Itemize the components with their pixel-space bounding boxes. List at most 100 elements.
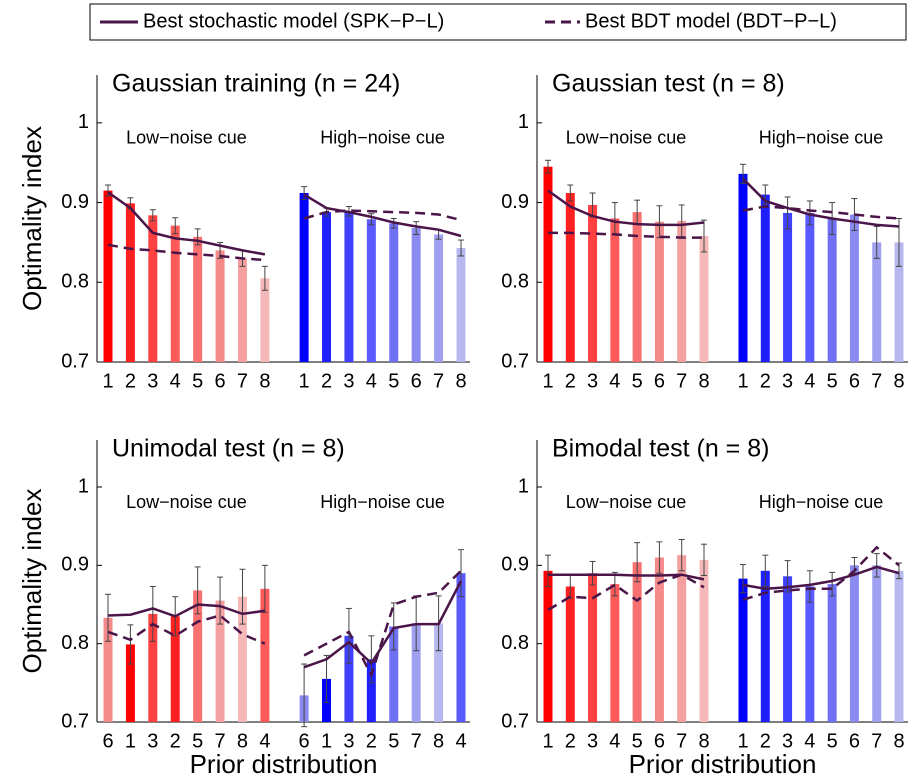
x-tick-label: 4	[804, 730, 815, 752]
bar	[699, 236, 709, 362]
x-tick-label: 6	[411, 370, 422, 392]
legend-box	[89, 3, 907, 41]
x-tick-label: 7	[676, 370, 687, 392]
legend-label: Best stochastic model (SPK−P−L)	[143, 10, 444, 32]
x-tick-label: 6	[849, 730, 860, 752]
group-label: Low−noise cue	[566, 128, 687, 148]
model-line	[742, 205, 900, 220]
y-tick-label: 1	[78, 475, 89, 497]
model-line	[742, 177, 900, 228]
bar	[366, 219, 376, 362]
bar	[760, 194, 770, 362]
y-tick-label: 0.8	[501, 271, 529, 293]
bar	[872, 242, 882, 362]
x-tick-label: 8	[455, 370, 466, 392]
bar	[654, 221, 664, 362]
x-tick-label: 1	[102, 370, 113, 392]
bar	[677, 555, 687, 722]
x-tick-label: 5	[192, 730, 203, 752]
bar	[456, 247, 466, 362]
x-tick-label: 3	[587, 370, 598, 392]
x-tick-label: 3	[147, 730, 158, 752]
group-label: Low−noise cue	[126, 492, 247, 512]
x-tick-label: 1	[125, 730, 136, 752]
x-tick-label: 2	[565, 370, 576, 392]
bar	[849, 565, 859, 722]
bar	[322, 212, 332, 362]
model-line	[742, 545, 900, 601]
group-label: Low−noise cue	[566, 492, 687, 512]
bar	[389, 223, 399, 362]
bar	[827, 584, 837, 722]
x-tick-label: 8	[698, 730, 709, 752]
model-line	[107, 603, 266, 618]
model-line	[742, 565, 900, 591]
x-tick-label: 7	[871, 730, 882, 752]
x-tick-label: 8	[698, 370, 709, 392]
model-line	[107, 614, 266, 645]
x-tick-label: 7	[433, 370, 444, 392]
y-tick-label: 0.9	[501, 554, 529, 576]
x-tick-label: 2	[760, 370, 771, 392]
model-line	[303, 193, 462, 238]
bar	[805, 586, 815, 722]
bar	[738, 173, 748, 362]
bar	[193, 590, 203, 722]
y-tick-label: 0.8	[61, 632, 89, 654]
bar	[610, 584, 620, 722]
bar	[677, 220, 687, 362]
y-axis-label: Optimality index	[17, 489, 47, 674]
x-tick-label: 6	[215, 370, 226, 392]
y-tick-label: 0.7	[501, 710, 529, 732]
x-tick-label: 5	[827, 370, 838, 392]
bar	[894, 570, 904, 722]
bar	[148, 215, 158, 362]
panel-title: Gaussian training (n = 24)	[112, 70, 400, 98]
group-label: High−noise cue	[759, 128, 884, 148]
y-tick-label: 1	[518, 111, 529, 133]
model-line	[548, 231, 704, 239]
bar	[366, 659, 376, 722]
x-tick-label: 1	[321, 730, 332, 752]
bar	[434, 234, 444, 362]
bar	[344, 635, 354, 722]
bar	[237, 596, 247, 722]
legend-label: Best BDT model (BDT−P−L)	[585, 10, 837, 32]
x-tick-label: 2	[125, 370, 136, 392]
bar	[411, 623, 421, 722]
x-tick-label: 4	[609, 730, 620, 752]
bar	[237, 258, 247, 362]
panel-title: Gaussian test (n = 8)	[552, 70, 785, 98]
x-tick-label: 3	[782, 370, 793, 392]
panel-title: Unimodal test (n = 8)	[112, 435, 345, 463]
bar	[632, 562, 642, 722]
bar	[125, 644, 135, 722]
x-tick-label: 5	[827, 730, 838, 752]
bar	[170, 225, 180, 362]
group-label: High−noise cue	[320, 492, 445, 512]
x-tick-label: 1	[299, 370, 310, 392]
bar	[193, 236, 203, 362]
x-tick-label: 1	[542, 730, 553, 752]
group-label: High−noise cue	[759, 492, 884, 512]
x-tick-label: 3	[782, 730, 793, 752]
y-tick-label: 0.7	[61, 710, 89, 732]
x-tick-label: 6	[654, 370, 665, 392]
x-tick-label: 3	[587, 730, 598, 752]
bar	[215, 250, 225, 362]
x-tick-label: 3	[343, 370, 354, 392]
y-tick-label: 0.9	[61, 554, 89, 576]
x-tick-label: 1	[542, 370, 553, 392]
y-axis-label: Optimality index	[17, 126, 47, 311]
bar	[588, 204, 598, 362]
bar	[299, 192, 309, 362]
bar	[872, 565, 882, 722]
x-tick-label: 8	[237, 730, 248, 752]
x-tick-label: 2	[321, 370, 332, 392]
x-tick-label: 6	[102, 730, 113, 752]
x-tick-label: 3	[147, 370, 158, 392]
x-axis-label: Prior distribution	[190, 749, 378, 779]
panel-title: Bimodal test (n = 8)	[552, 435, 769, 463]
x-tick-label: 6	[849, 370, 860, 392]
